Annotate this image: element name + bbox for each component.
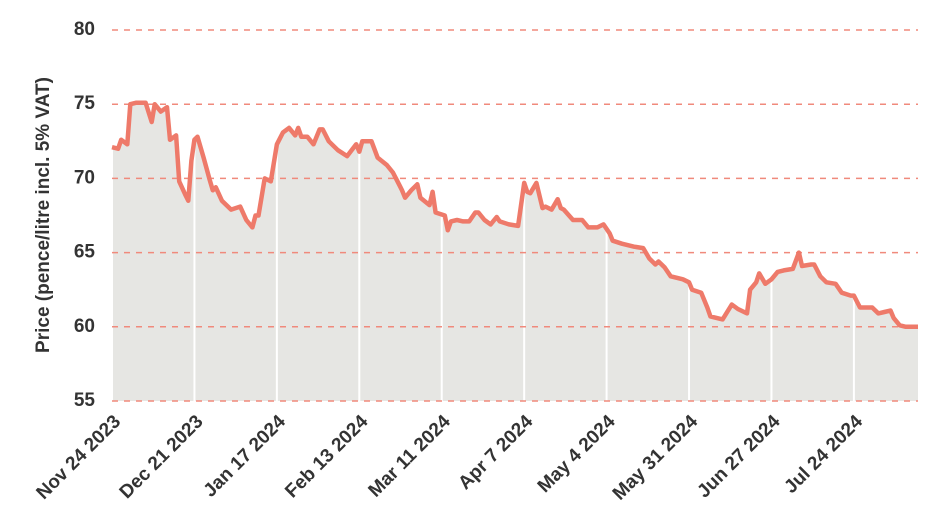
y-tick-label: 80	[74, 19, 95, 40]
x-tick-label: Jul 24 2024	[780, 411, 867, 498]
x-tick-label: Feb 13 2024	[281, 411, 372, 502]
line	[111, 100, 918, 330]
x-tick-label: May 4 2024	[534, 411, 620, 497]
x-tick-label: Apr 7 2024	[454, 411, 537, 494]
y-tick-label: 60	[74, 316, 95, 337]
y-axis-label: Price (pence/litre incl. 5% VAT)	[33, 77, 54, 353]
x-tick-label: Mar 11 2024	[365, 411, 456, 502]
y-tick-label: 70	[74, 167, 95, 188]
y-tick-label: 55	[74, 390, 96, 411]
x-tick-label: Nov 24 2023	[33, 411, 126, 504]
x-tick-label: Dec 21 2023	[116, 411, 208, 503]
x-tick-label: Jan 17 2024	[200, 411, 291, 502]
y-tick-label: 65	[74, 242, 96, 263]
y-tick-label: 75	[74, 93, 96, 114]
x-tick-label: Jun 27 2024	[693, 411, 784, 502]
x-tick-label: May 31 2024	[609, 411, 703, 505]
